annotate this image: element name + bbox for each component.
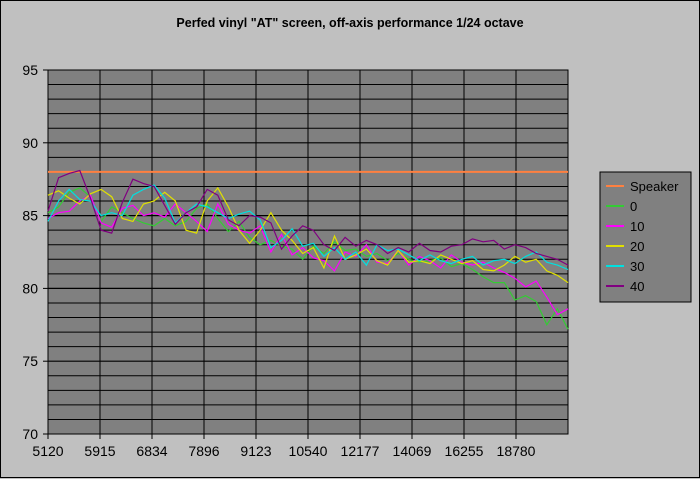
x-tick-label: 14069 bbox=[393, 443, 432, 459]
x-tick-label: 5120 bbox=[32, 443, 63, 459]
legend-label-40: 40 bbox=[630, 279, 644, 294]
legend-label-speaker: Speaker bbox=[630, 179, 679, 194]
y-tick-label: 90 bbox=[22, 135, 38, 151]
x-tick-label: 7896 bbox=[188, 443, 219, 459]
y-tick-label: 85 bbox=[22, 208, 38, 224]
series-lines bbox=[47, 169, 569, 330]
series-line-30 bbox=[47, 184, 569, 271]
y-tick-label: 95 bbox=[22, 62, 38, 78]
x-tick-label: 18780 bbox=[497, 443, 536, 459]
legend-box bbox=[599, 171, 692, 303]
series-line-40 bbox=[47, 169, 569, 266]
y-tick-label: 80 bbox=[22, 280, 38, 296]
chart-title: Perfed vinyl "AT" screen, off-axis perfo… bbox=[176, 16, 523, 30]
y-tick-label: 75 bbox=[22, 353, 38, 369]
axes: 70 75 80 85 90 95 5120 5915 6834 7896 9123 10540 121… bbox=[22, 62, 535, 459]
x-tick-label: 10540 bbox=[289, 443, 328, 459]
x-tick-label: 6834 bbox=[136, 443, 167, 459]
y-tick-label: 70 bbox=[22, 426, 38, 442]
series-line-20 bbox=[47, 186, 569, 284]
x-tick-label: 16255 bbox=[445, 443, 484, 459]
legend-label-30: 30 bbox=[630, 259, 644, 274]
x-tick-label: 12177 bbox=[341, 443, 380, 459]
legend-label-10: 10 bbox=[630, 219, 644, 234]
legend: Speaker 0 10 20 30 40 bbox=[599, 171, 692, 303]
series-line-10 bbox=[47, 194, 569, 316]
legend-label-20: 20 bbox=[630, 239, 644, 254]
x-tick-label: 9123 bbox=[240, 443, 271, 459]
x-tick-label: 5915 bbox=[84, 443, 115, 459]
legend-label-0: 0 bbox=[630, 199, 637, 214]
